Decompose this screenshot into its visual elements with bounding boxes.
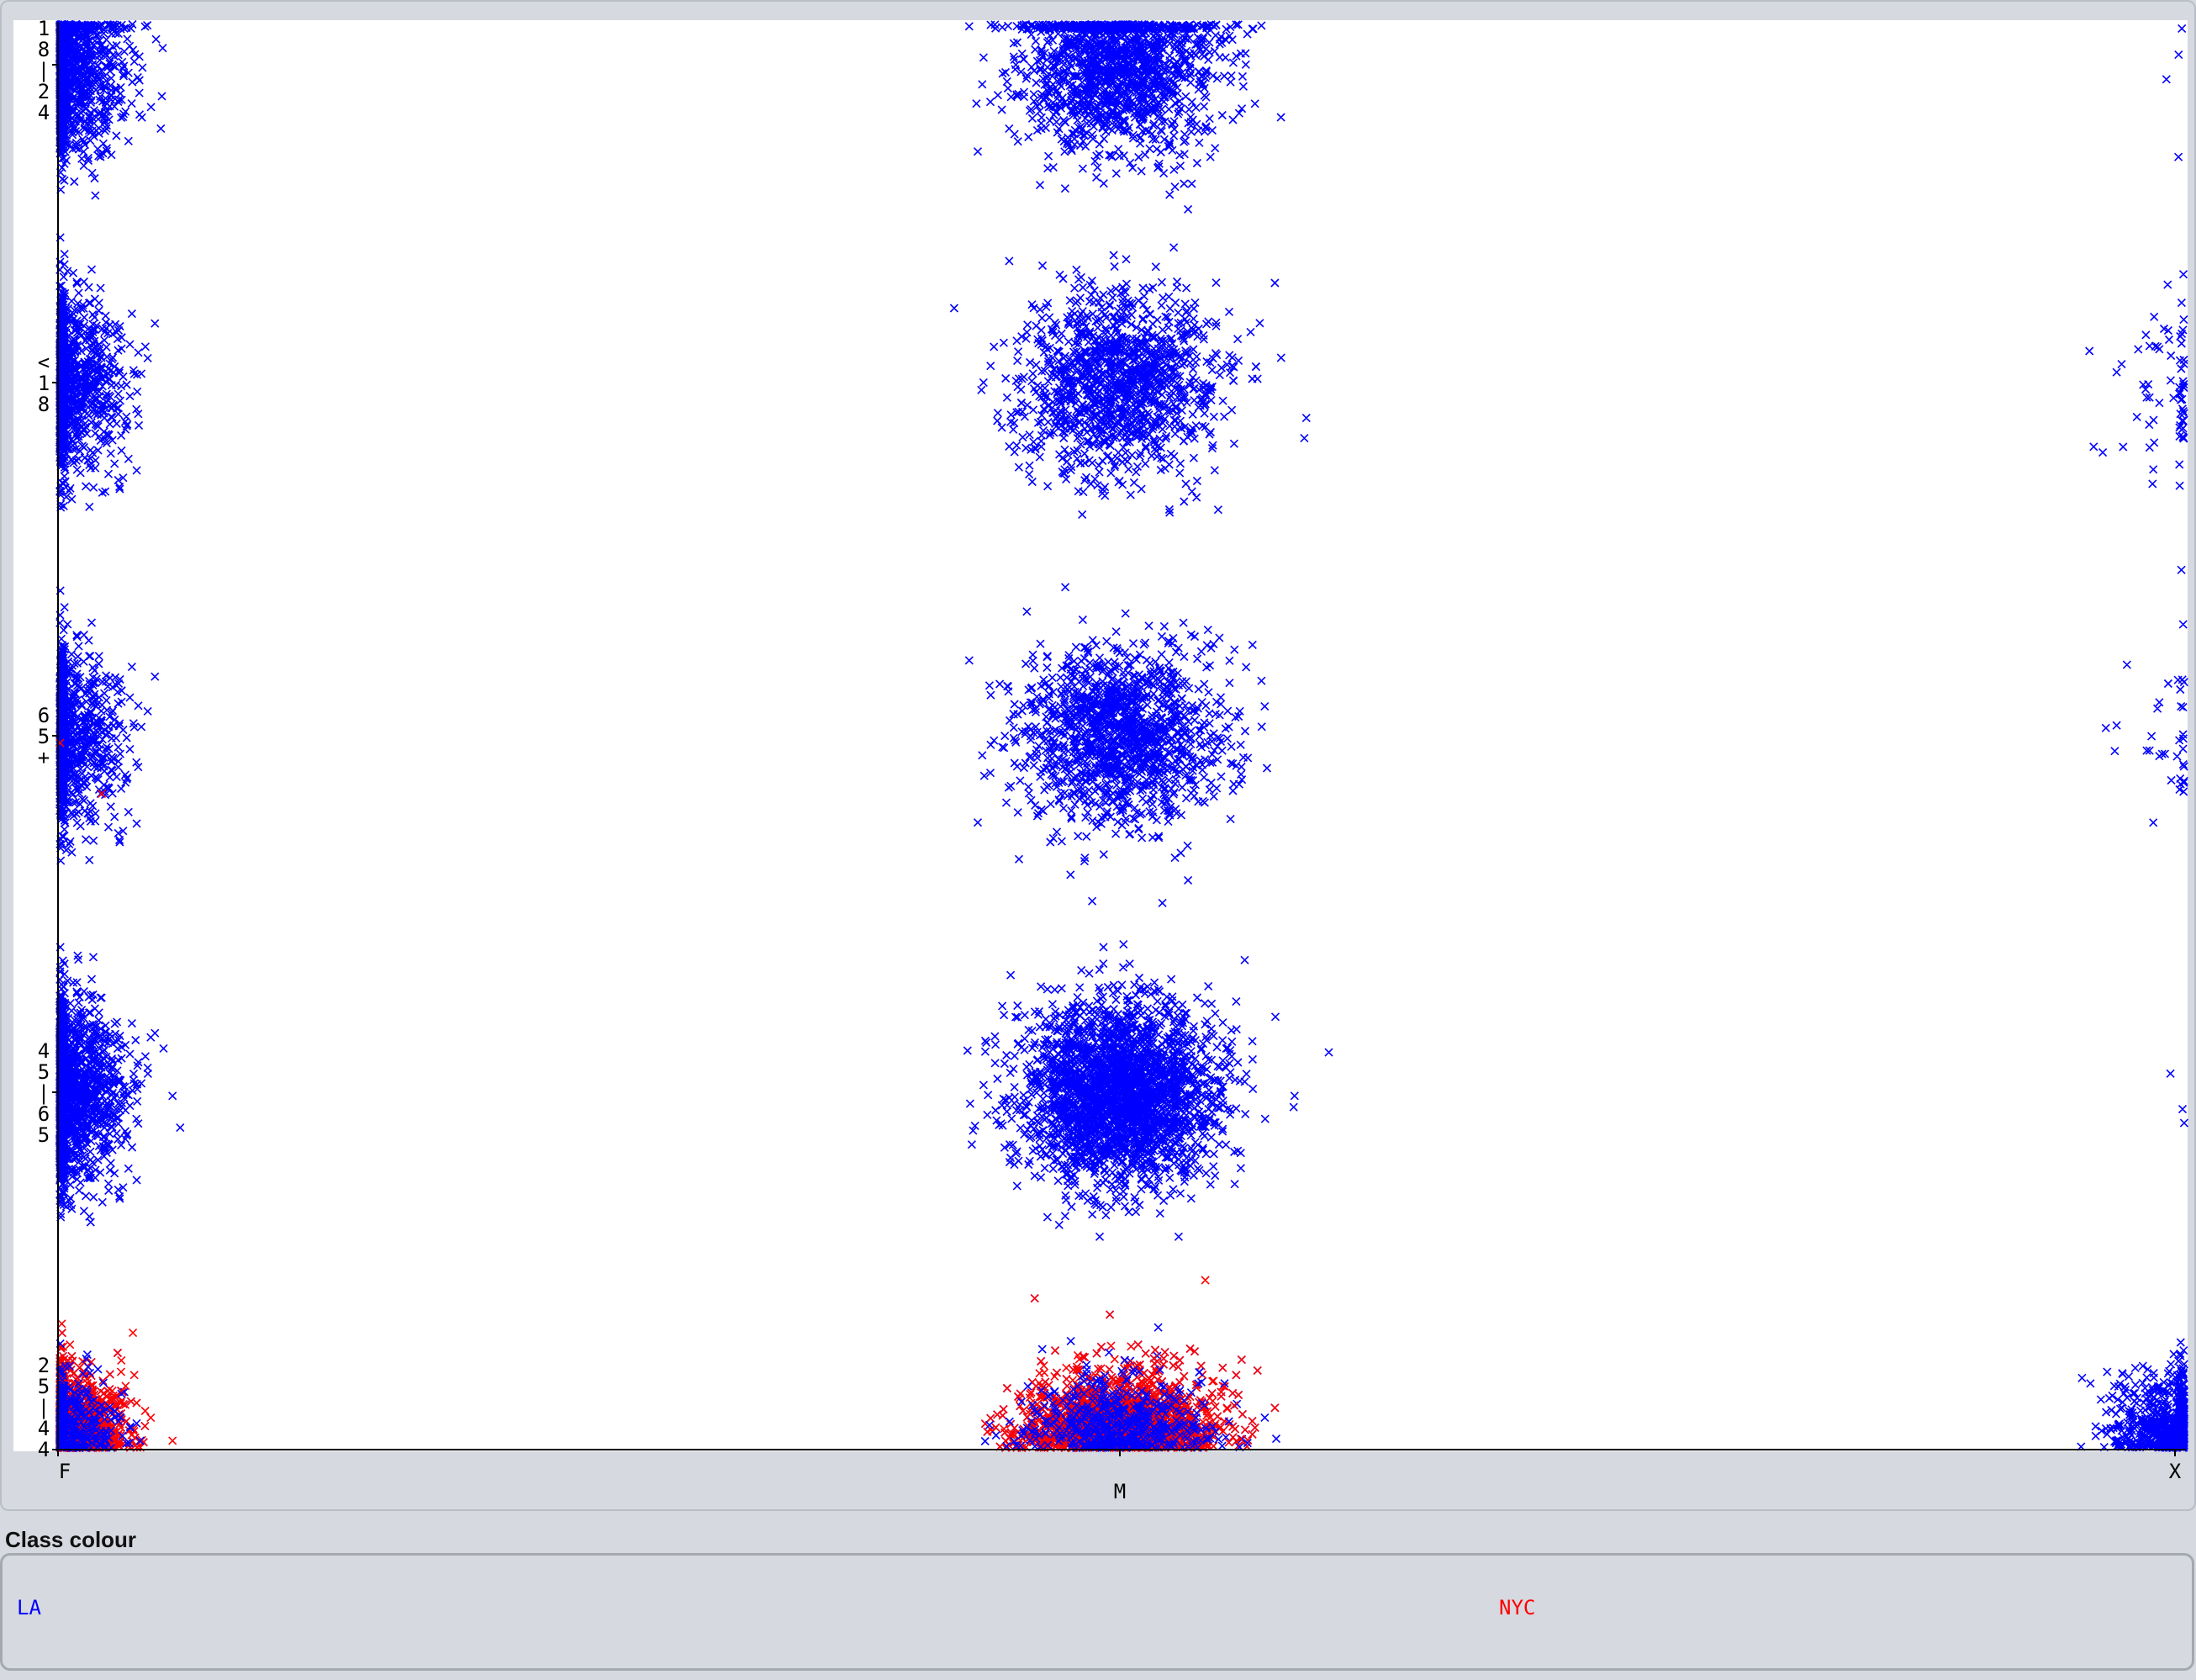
legend-panel: LA NYC — [0, 1553, 2194, 1671]
x-tick-label-m: M — [1114, 1480, 1126, 1503]
x-tick-label-x: X — [2169, 1460, 2182, 1483]
y-tick-label-45-65: 4 5 | 6 5 — [38, 1039, 50, 1147]
x-tick-label-f: F — [59, 1460, 71, 1483]
y-tick-label-<18: <1 8 — [38, 351, 50, 416]
legend-title: Class colour — [5, 1527, 137, 1552]
plot-panel: 2 5 | 4 4 4 5 | 6 5 6 5 + <1 8 1 8 | 2 4 F M X — [0, 0, 2196, 1511]
points-layer — [55, 19, 2189, 1453]
ticks-layer: 2 5 | 4 4 4 5 | 6 5 6 5 + < 1 8 1 8 | 2 4 F M X — [38, 17, 2182, 1503]
y-tick-label-65+: 6 5 + — [38, 704, 50, 769]
legend-entry-la[interactable]: LA — [17, 1596, 41, 1619]
y-tick-label-18-24: 1 8 | 2 4 — [38, 17, 50, 124]
scatter-plot: 2 5 | 4 4 4 5 | 6 5 6 5 + < 1 8 1 8 | 2 4 F M X — [13, 17, 2189, 1503]
y-tick-label-25-44: 2 5 | 4 4 — [38, 1354, 50, 1461]
legend-entry-nyc[interactable]: NYC — [1499, 1596, 1536, 1619]
points-la-mixed — [55, 1323, 1281, 1452]
